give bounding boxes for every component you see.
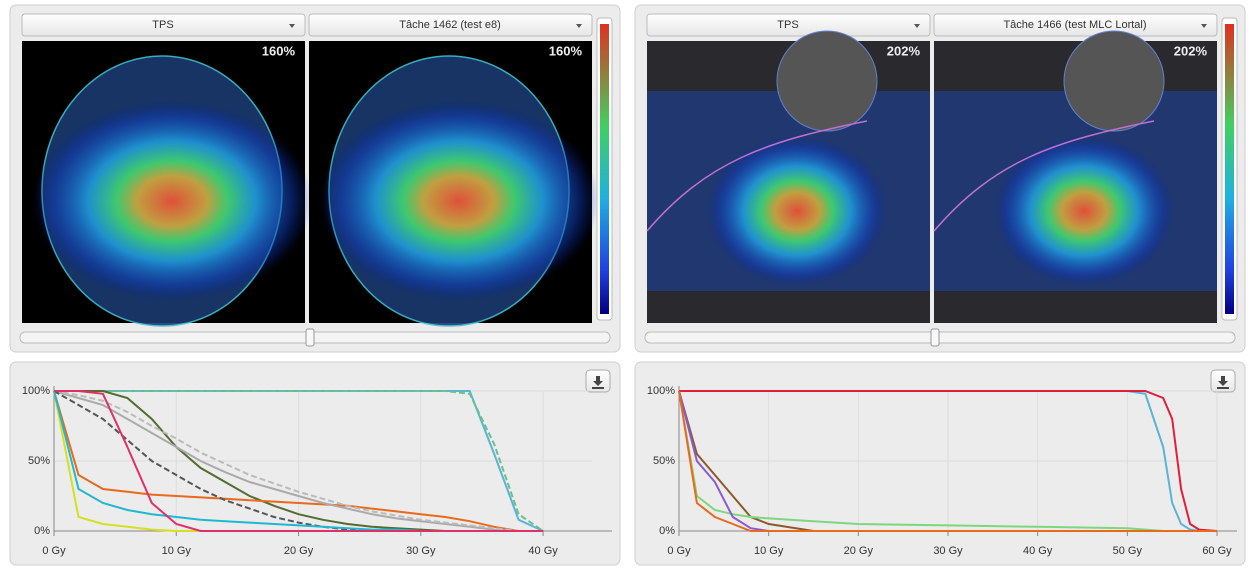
x-tick-label: 20 Gy bbox=[284, 545, 314, 557]
x-tick-label: 50 Gy bbox=[1113, 545, 1143, 557]
bone bbox=[777, 31, 877, 131]
x-tick-label: 0 Gy bbox=[42, 545, 66, 557]
dropdown-label: Tâche 1462 (test e8) bbox=[399, 19, 501, 31]
dose bbox=[319, 101, 599, 301]
dose-image bbox=[309, 41, 599, 326]
x-tick-label: 30 Gy bbox=[406, 545, 436, 557]
slider-thumb[interactable] bbox=[306, 329, 314, 346]
y-tick-label: 50% bbox=[28, 455, 50, 467]
chart-panel bbox=[635, 362, 1245, 565]
colorbar-fill bbox=[600, 24, 609, 314]
dose-image bbox=[22, 41, 312, 326]
y-tick-label: 0% bbox=[34, 525, 50, 537]
x-tick-label: 60 Gy bbox=[1202, 545, 1232, 557]
dose bbox=[994, 136, 1174, 286]
x-tick-label: 40 Gy bbox=[528, 545, 558, 557]
chart-panel bbox=[10, 362, 620, 565]
y-tick-label: 0% bbox=[659, 525, 675, 537]
dropdown-label: TPS bbox=[152, 19, 173, 31]
dose-image bbox=[647, 31, 930, 323]
x-tick-label: 20 Gy bbox=[844, 545, 874, 557]
dose-image bbox=[934, 31, 1217, 323]
x-tick-label: 40 Gy bbox=[1023, 545, 1053, 557]
max-dose-label: 202% bbox=[887, 43, 921, 58]
x-tick-label: 30 Gy bbox=[933, 545, 963, 557]
screen: TPS 160% Tâche 1462 (test e8) 160% 0% 50% 100%… bbox=[0, 0, 1250, 569]
y-tick-label: 100% bbox=[647, 385, 675, 397]
x-tick-label: 10 Gy bbox=[162, 545, 192, 557]
x-tick-label: 10 Gy bbox=[754, 545, 784, 557]
max-dose-label: 202% bbox=[1174, 43, 1208, 58]
dropdown-label: TPS bbox=[777, 19, 798, 31]
y-tick-label: 100% bbox=[22, 385, 50, 397]
slider-track[interactable] bbox=[645, 332, 1235, 343]
x-tick-label: 0 Gy bbox=[667, 545, 691, 557]
slider-thumb[interactable] bbox=[931, 329, 939, 346]
colorbar-fill bbox=[1225, 24, 1234, 314]
max-dose-label: 160% bbox=[549, 43, 583, 58]
page: {"panels": [ {"dropdowns": ["TPS", "Tâch… bbox=[0, 0, 1250, 569]
slider-track[interactable] bbox=[20, 332, 610, 343]
bone bbox=[1064, 31, 1164, 131]
dose bbox=[707, 136, 887, 286]
dose bbox=[32, 101, 312, 301]
max-dose-label: 160% bbox=[262, 43, 296, 58]
dropdown-label: Tâche 1466 (test MLC Lortal) bbox=[1003, 19, 1146, 31]
y-tick-label: 50% bbox=[653, 455, 675, 467]
